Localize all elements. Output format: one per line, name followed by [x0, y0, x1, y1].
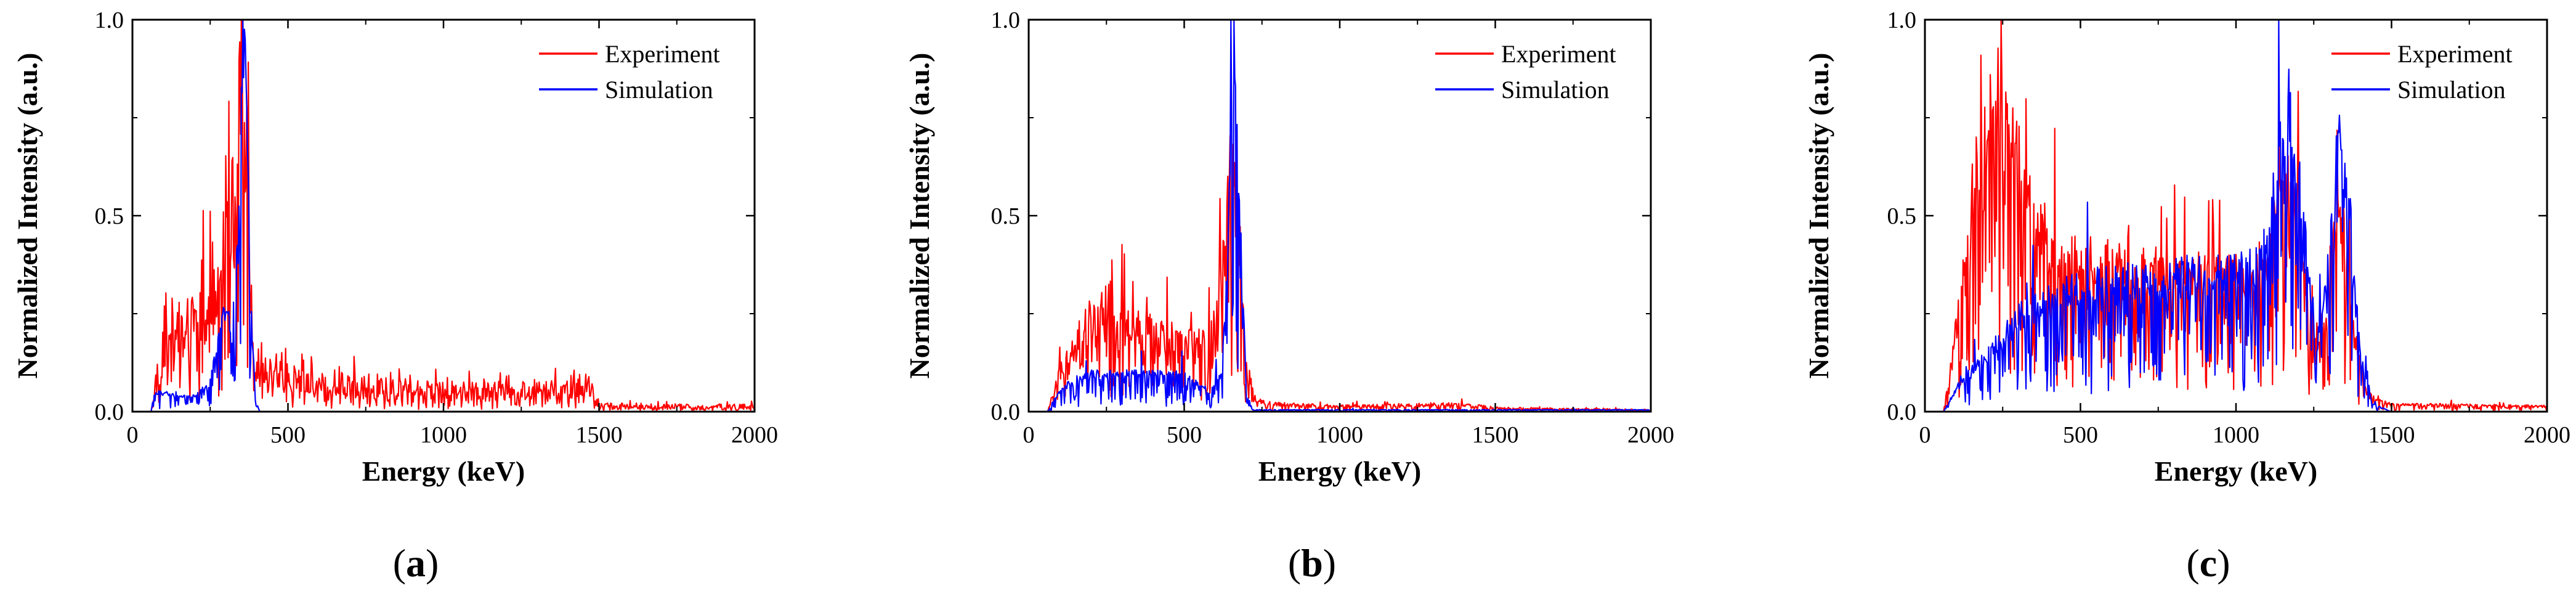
x-tick-label: 500 — [2063, 422, 2098, 448]
x-tick-label: 500 — [270, 422, 306, 448]
y-tick-label: 1.0 — [95, 7, 124, 33]
legend-label-experiment: Experiment — [1501, 40, 1616, 68]
x-tick-label: 1500 — [576, 422, 623, 448]
y-tick-label: 0.0 — [1887, 399, 1917, 425]
chart-panel-b: 0 500 1000 1500 2000 0.0 0.5 1.0 Energy (keV) Nor… — [904, 7, 1674, 585]
y-tick-label: 0.0 — [95, 399, 124, 425]
legend-label-experiment: Experiment — [605, 40, 720, 68]
series-line-experiment — [1925, 20, 2547, 412]
x-tick-label: 1500 — [2368, 422, 2415, 448]
legend-label-simulation: Simulation — [1501, 76, 1610, 104]
y-tick-label: 1.0 — [991, 7, 1021, 33]
chart-panel-c: 0 500 1000 1500 2000 0.0 0.5 1.0 Energy (keV) Nor… — [1803, 7, 2570, 585]
x-tick-label: 1500 — [1472, 422, 1519, 448]
panel-label: (c) — [2186, 541, 2230, 585]
legend-label-simulation: Simulation — [2397, 76, 2506, 104]
x-tick-label: 0 — [1023, 422, 1035, 448]
x-tick-label: 2000 — [2524, 422, 2570, 448]
y-axis-label: Normalized Intensity (a.u.) — [1803, 53, 1834, 379]
x-axis-label: Energy (keV) — [1258, 455, 1421, 487]
x-tick-label: 2000 — [731, 422, 778, 448]
x-tick-label: 2000 — [1627, 422, 1674, 448]
panel-label: (a) — [393, 541, 439, 585]
legend-label-simulation: Simulation — [605, 76, 713, 104]
series-line-simulation — [132, 20, 755, 412]
x-axis-label: Energy (keV) — [2155, 455, 2317, 487]
y-axis-label: Normalized Intensity (a.u.) — [12, 53, 43, 379]
x-tick-label: 500 — [1167, 422, 1202, 448]
x-tick-label: 0 — [1919, 422, 1931, 448]
x-tick-label: 1000 — [1316, 422, 1363, 448]
y-tick-label: 0.5 — [1887, 203, 1917, 229]
chart-panel-a: 0 500 1000 1500 2000 0.0 0.5 1.0 Energy (keV) Nor… — [12, 7, 778, 585]
y-tick-label: 0.5 — [95, 203, 124, 229]
series-line-experiment — [1029, 135, 1651, 412]
panel-label: (b) — [1288, 541, 1336, 585]
x-tick-label: 1000 — [420, 422, 467, 448]
series-line-simulation — [1925, 20, 2547, 412]
y-tick-label: 0.5 — [991, 203, 1021, 229]
y-tick-label: 0.0 — [991, 399, 1021, 425]
x-tick-label: 0 — [127, 422, 139, 448]
y-tick-label: 1.0 — [1887, 7, 1917, 33]
y-axis-label: Normalized Intensity (a.u.) — [904, 53, 935, 379]
x-axis-label: Energy (keV) — [362, 455, 525, 487]
legend-label-experiment: Experiment — [2397, 40, 2513, 68]
x-tick-label: 1000 — [2213, 422, 2259, 448]
